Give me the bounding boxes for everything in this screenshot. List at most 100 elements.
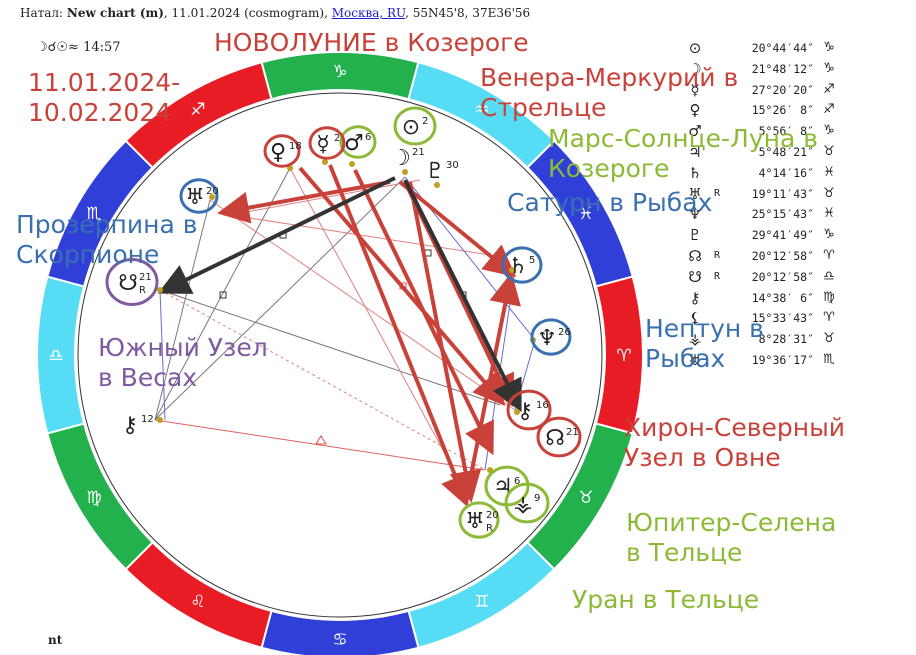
planet-glyph-icon: ♃	[493, 475, 513, 500]
planet-degree-label: 12	[141, 414, 154, 425]
annotation-south-node: Южный Узел в Весах	[98, 333, 268, 393]
planet-glyph-icon: ♄	[688, 163, 702, 182]
planet-table-row: ♂ 5°56′ 8″ ♑	[676, 121, 844, 142]
planet-table-row: ☊ R 20°12′58″ ♈	[676, 246, 844, 267]
arrow-red	[353, 169, 494, 456]
planet-glyph-icon: ♆	[537, 326, 557, 351]
planet-degree-label: 5	[529, 255, 535, 266]
zodiac-sign-icon: ♑	[823, 40, 835, 55]
planet-glyph-icon: ⊙	[402, 115, 420, 140]
aspect-line	[154, 176, 406, 421]
planet-highlight-ring	[179, 178, 219, 214]
zodiac-sign-icon: ♑	[332, 62, 347, 82]
planet-table-row: ♅ R 19°11′43″ ♉	[676, 184, 844, 205]
planet-table-row: ♆ 25°15′43″ ♓	[676, 204, 844, 225]
planet-table-row: ♄ 4°14′16″ ♓	[676, 163, 844, 184]
planet-glyph-icon: ⚷	[517, 399, 533, 424]
zodiac-sign-icon: ♑	[823, 227, 835, 243]
planet-table-row: ☿ 27°20′20″ ♐	[676, 80, 844, 101]
transit-arrows-dark	[157, 176, 522, 413]
planet-glyph-icon: ♂	[688, 122, 702, 141]
planet-glyph-icon: ☽	[391, 146, 411, 171]
annotation-new-moon: НОВОЛУНИЕ в Козероге	[214, 28, 529, 57]
zodiac-sign-icon: ♓	[823, 164, 835, 180]
annotation-line: Скорпионе	[16, 240, 160, 269]
planet-highlight-ring	[504, 482, 550, 524]
zodiac-sign-icon: ♍	[86, 488, 101, 508]
planet-glyph-icon: ♀	[689, 101, 701, 120]
planet-glyph-icon: ☽	[688, 59, 702, 78]
planet-glyph-icon: ⚸	[689, 309, 701, 328]
header-coords: , 55N45'8, 37E36'56	[405, 6, 531, 20]
retrograde-flag: R	[714, 187, 721, 199]
planet-glyph-icon: ☿	[316, 132, 330, 157]
annotation-line: Юпитер-Селена	[626, 508, 837, 537]
retrograde-flag	[714, 225, 728, 246]
planet-position: 5°48′21″	[758, 144, 814, 159]
zodiac-sign-icon: ♐	[190, 100, 205, 120]
planet-table-row: ⚷ 14°38′ 6″ ♍	[676, 288, 844, 309]
arrow-dark	[157, 176, 396, 294]
planet-position-table: ⊙ 20°44′44″ ♑ ☽ 21°48′12″ ♑ ☿ 27°20′20″ ♐ ♀ 15°26′…	[676, 38, 844, 371]
arrow-red	[328, 164, 471, 508]
zodiac-sign-icon: ♓	[578, 204, 593, 224]
header-prefix: Натал:	[20, 6, 64, 20]
annotation-line: в Весах	[98, 363, 198, 392]
arrow-red	[398, 180, 517, 278]
planet-degree-label: 26	[558, 327, 571, 338]
planet-dot	[157, 417, 163, 423]
zodiac-sign-icon: ♈	[616, 346, 631, 366]
chart-planets: ⊙ 2☽ 21♂ 6☿ 2♀ 18♇ 30♅ 20☋ 21R⚷ 12♄ 5♆ 26⚷ 16☊ 21♃ 6⚶ 9…	[105, 106, 582, 539]
planet-position: 25°15′43″	[751, 207, 814, 222]
annotation-line: Хирон-Северный	[624, 413, 846, 442]
planet-glyph-icon: ♅	[688, 184, 702, 203]
location-link[interactable]: Москва, RU	[331, 6, 406, 20]
planet-highlight-ring	[393, 106, 437, 146]
planet-table-row: ♇ 29°41′49″ ♑	[676, 225, 844, 246]
chart-name: New chart (m)	[66, 6, 164, 20]
zodiac-sign-icon: ♓	[823, 206, 835, 222]
zodiac-sign-icon: ♑	[823, 60, 835, 76]
planet-degree-label: 9	[534, 493, 540, 504]
annotation-line: Стрельце	[480, 93, 607, 122]
planet-highlight-ring	[506, 389, 552, 431]
annotation-jupiter-selena: Юпитер-Селена в Тельце	[626, 508, 836, 568]
retrograde-flag	[714, 288, 728, 309]
zodiac-sign-icon: ♉	[823, 185, 835, 201]
moon-phase-icons: ☽☌☉≈	[36, 40, 79, 55]
arrow-red	[408, 181, 482, 503]
planet-glyph-icon: ☋	[688, 267, 702, 286]
zodiac-sign-icon: ♎	[823, 268, 835, 284]
annotation-line: Козероге	[548, 154, 670, 183]
planet-position: 19°36′17″	[751, 352, 814, 367]
planet-position: 29°41′49″	[751, 228, 814, 243]
zodiac-sign-icon: ♑	[823, 123, 835, 139]
annotation-venus-mercury: Венера-Меркурий в Стрельце	[480, 63, 738, 123]
planet-position: 21°48′12″	[751, 61, 814, 76]
planet-degree-label: 2	[422, 116, 428, 127]
annotation-line: в Тельце	[626, 538, 743, 567]
planet-highlight-ring	[263, 134, 301, 168]
planet-table-row: ☽ 21°48′12″ ♑	[676, 59, 844, 80]
arrow-dark	[403, 179, 522, 413]
planet-table-row: ⊙ 20°44′44″ ♑	[676, 38, 844, 59]
annotation-line: Нептун в	[645, 314, 764, 343]
aspect-line	[159, 289, 501, 406]
aspect-line	[154, 167, 291, 421]
retrograde-label: R	[486, 523, 493, 534]
planet-position: 15°33′43″	[751, 311, 814, 326]
annotation-line: Узел в Овне	[624, 443, 781, 472]
planet-degree-label: 30	[446, 160, 459, 171]
arrow-red	[298, 166, 506, 407]
planet-table-row: ♅ 19°36′17″ ♏	[676, 350, 844, 371]
planet-highlight-ring	[501, 246, 543, 284]
planet-degree-label: 21	[412, 147, 425, 158]
planet-degree-label: 2	[334, 133, 340, 144]
annotation-line: 11.01.2024-	[28, 68, 181, 97]
zodiac-sign-icon: ♒	[474, 100, 489, 120]
planet-dots	[157, 159, 536, 473]
planet-glyph-icon: ♂	[344, 131, 364, 156]
planet-table-row: ⚸ 15°33′43″ ♈	[676, 308, 844, 329]
aspect-marker	[315, 435, 327, 445]
planet-table-row: ♀ 15°26′ 8″ ♐	[676, 100, 844, 121]
